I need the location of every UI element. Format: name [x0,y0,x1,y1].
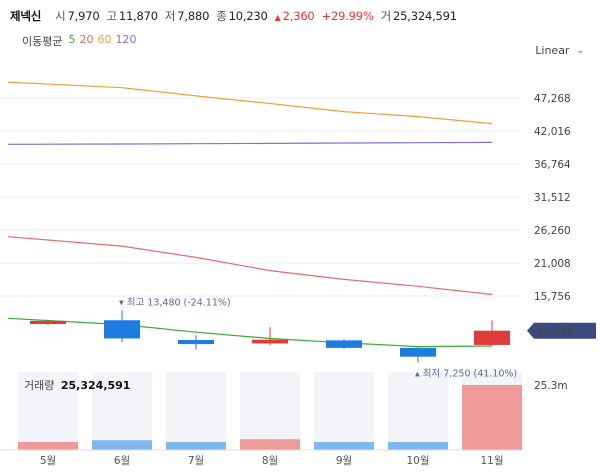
y-tick-label: 42,016 [534,126,571,138]
candle-body [104,320,140,339]
month-label: 5월 [40,455,56,467]
candle-body [30,320,66,324]
open-label: 시 [55,9,66,23]
ma-line-60 [7,81,493,125]
month-label: 11월 [480,455,503,467]
volume-axis-label: 25.3m [534,380,568,392]
high-price: 11,870 [118,9,158,23]
volume-panel-label: 거래량 25,324,591 [24,377,130,393]
ma-legend-20[interactable]: 20 [79,33,94,46]
y-tick-label: 47,268 [534,93,571,105]
ma-line-20 [7,236,493,296]
volume-label: 거 [380,9,392,23]
annotations: ▾ 최고 13,480 (-24.11%) ▴ 최저 7,250 (41.10%)… [119,297,596,380]
chevron-down-icon: ⌄ [576,45,584,56]
moving-average-lines [7,81,493,348]
grid-lines [0,97,520,297]
close-price: 10,230 [228,9,268,23]
candle-body [400,347,436,357]
volume-panel-title: 거래량 [24,379,55,392]
scale-select[interactable]: Linear ⌄ [535,44,584,57]
stock-header: 제넥신 시 7,970 고 11,870 저 7,880 종 10,230 ▲ … [10,8,464,26]
volume-value: 25,324,591 [393,9,457,23]
ma-legend-60[interactable]: 60 [97,33,112,46]
y-tick-label: 36,764 [534,159,571,171]
stock-name: 제넥신 [10,9,42,23]
month-label: 7월 [188,455,204,467]
up-triangle-icon: ▲ [274,13,281,22]
y-tick-label: 15,756 [534,291,571,303]
volume-background [388,372,448,450]
month-labels: 5월 6월 7월 8월 9월 10월 11월 [40,455,504,467]
volume-bar [166,442,226,450]
volume-bar [18,442,78,450]
y-axis-ticks: 47,268 42,016 36,764 31,512 26,260 21,008 15,7… [534,93,571,303]
volume-bars: 25.3m [0,380,568,451]
low-price: 7,880 [177,9,210,23]
volume-bar [314,442,374,450]
scale-select-label: Linear [535,44,570,57]
volume-bar [388,442,448,450]
month-label: 8월 [262,455,278,467]
ma-legend-title: 이동평균 [22,35,63,48]
volume-background [166,372,226,450]
volume-bar [240,439,300,450]
ma-legend-5[interactable]: 5 [68,33,76,46]
candle-body [474,330,510,345]
volume-background [240,372,300,450]
ma-line-5 [7,317,493,348]
y-tick-label: 21,008 [534,258,571,270]
month-label: 9월 [336,455,352,467]
candles [30,310,510,363]
volume-bar [92,440,152,450]
candle-body [326,340,362,348]
volume-background [18,372,78,450]
current-price-tag [527,322,596,339]
high-label: 고 [106,9,117,23]
close-label: 종 [216,9,227,23]
price-change: 2,360 [282,9,315,23]
moving-average-legend: 이동평균 5 20 60 120 [22,33,136,49]
candle-body [178,340,214,345]
low-annotation: ▴ 최저 7,250 (41.10%) [415,369,517,380]
y-tick-label: 31,512 [534,192,571,204]
volume-background [314,372,374,450]
candle-body [252,339,288,344]
high-annotation: ▾ 최고 13,480 (-24.11%) [119,297,231,308]
current-price-label: 10,230 [537,326,574,338]
ma-legend-120[interactable]: 120 [115,33,137,46]
price-change-pct: +29.99% [321,9,374,23]
open-price: 7,970 [67,9,100,23]
y-tick-label: 26,260 [534,225,571,237]
volume-background [92,372,152,450]
volume-panel-value: 25,324,591 [60,379,131,392]
volume-bar [462,385,522,450]
low-label: 저 [164,9,176,23]
ma-line-120 [7,141,493,145]
month-label: 6월 [114,455,130,467]
month-label: 10월 [406,455,429,467]
